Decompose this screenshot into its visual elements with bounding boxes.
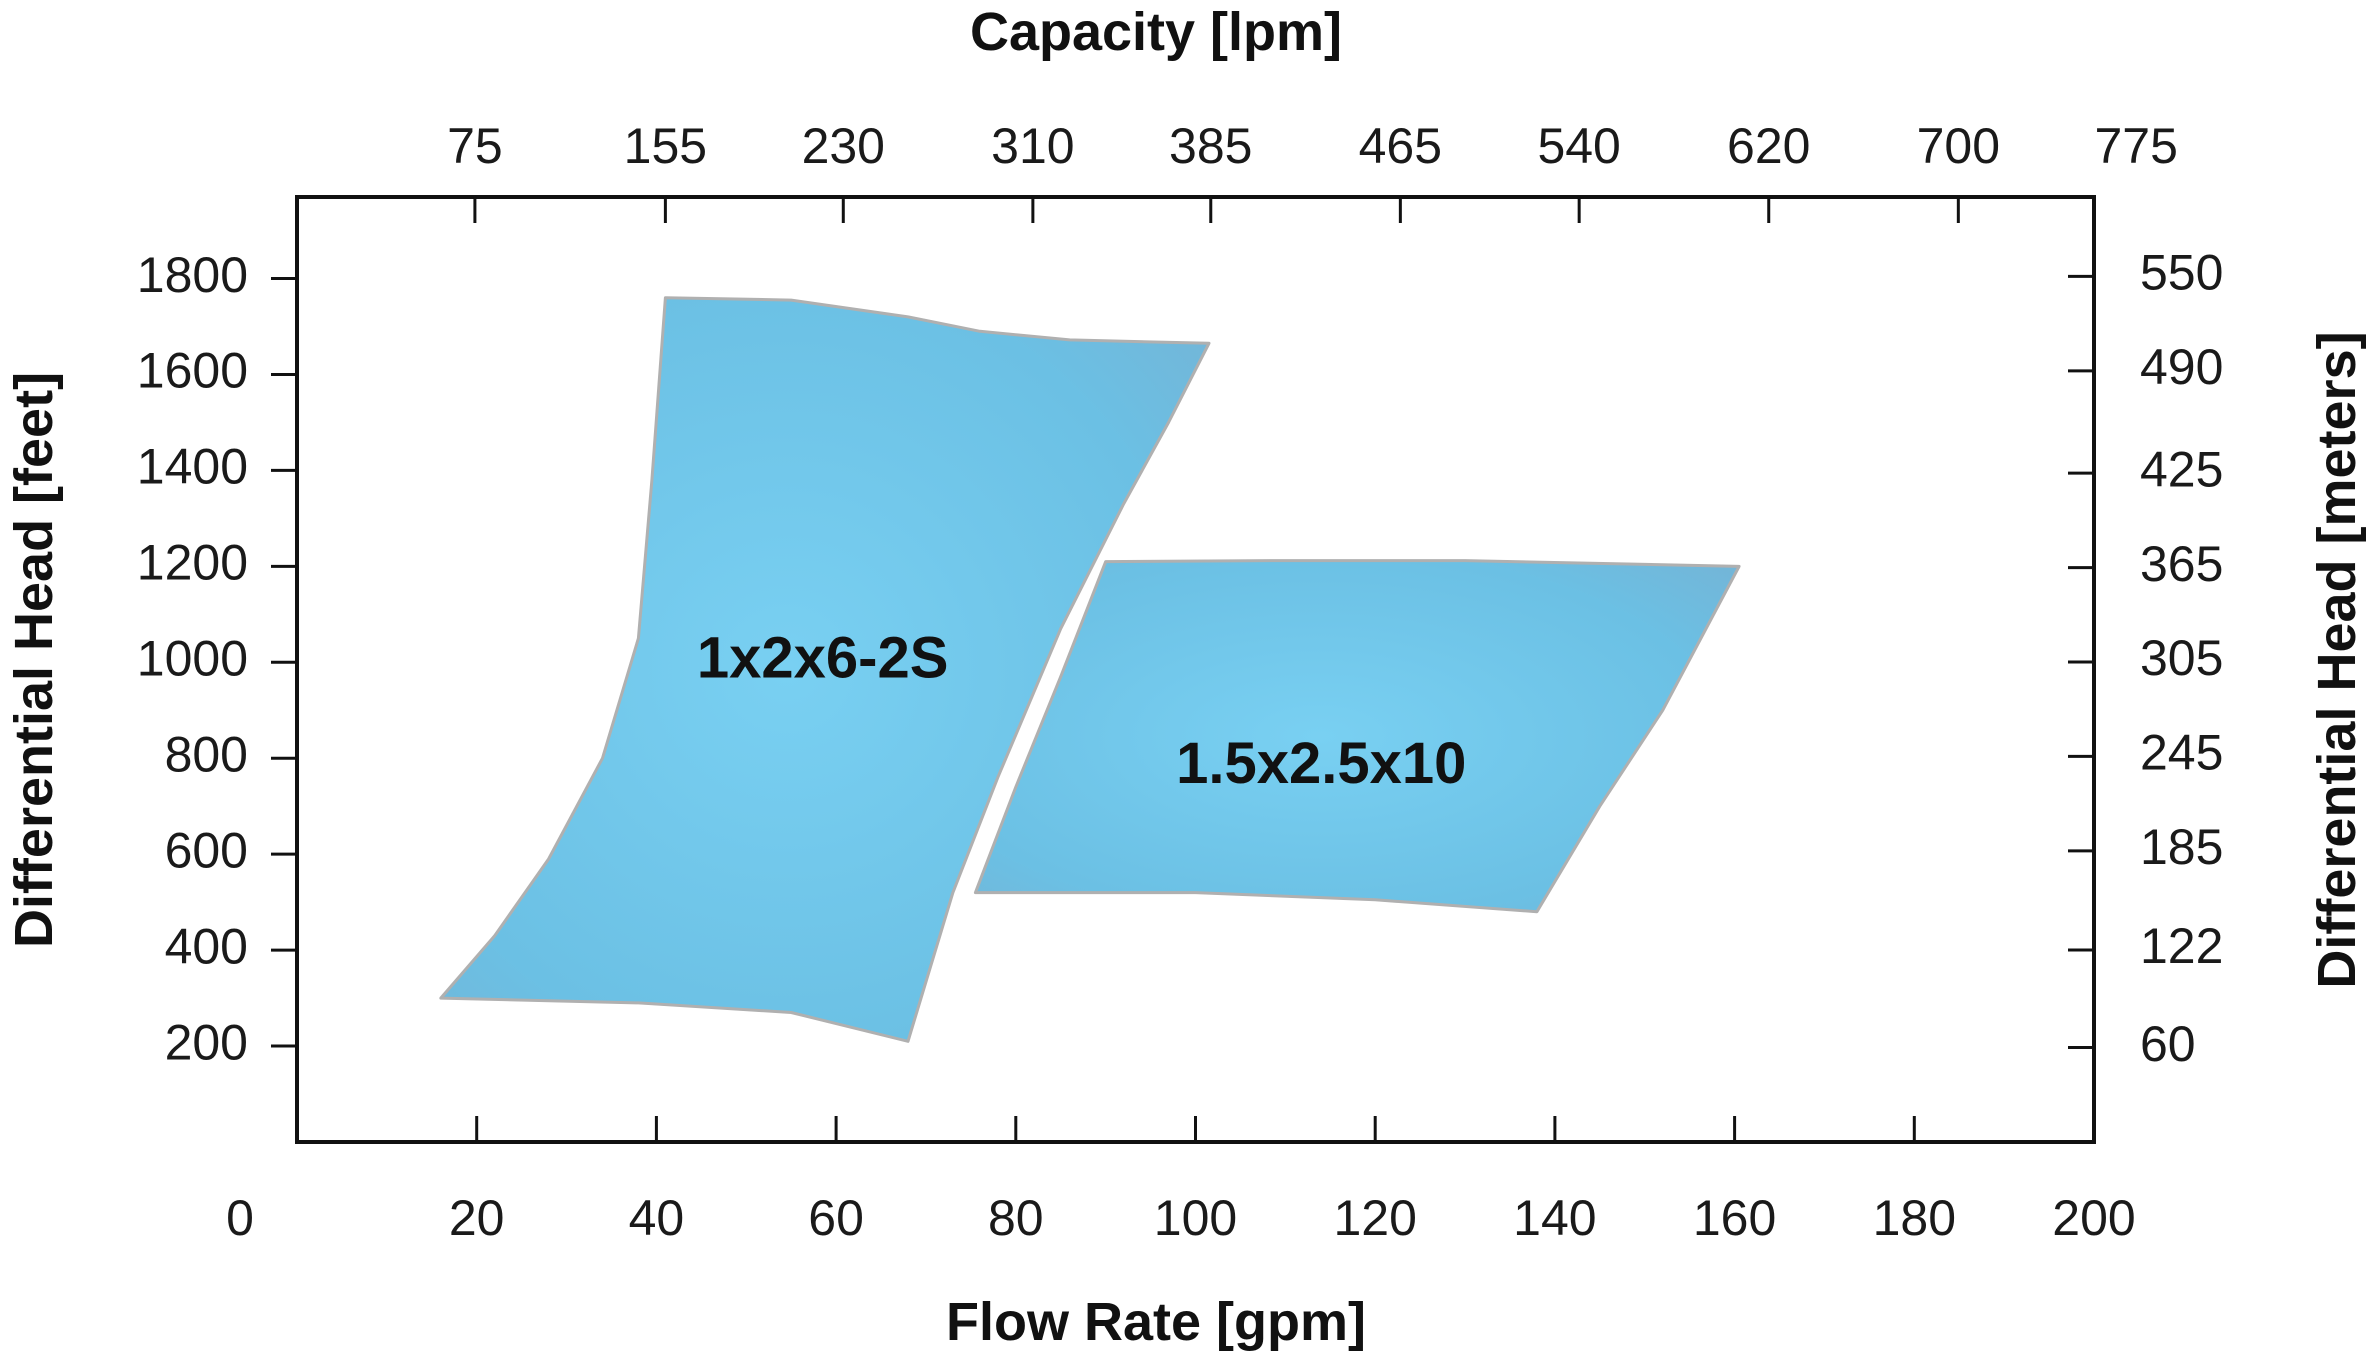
left-axis-title: Differential Head [feet] [4,372,64,948]
region-large-pump [973,559,1741,914]
top-tick-label: 465 [1359,118,1442,174]
right-tick-label: 365 [2140,536,2223,592]
x-tick-label: 180 [1873,1190,1956,1246]
axis-tick-labels: 0 20 40 60 80 100 120 140 160 180 200 75 155 230 310 38… [137,118,2224,1246]
y-tick-label: 400 [165,918,248,974]
x-tick-label: 200 [2052,1190,2135,1246]
x-tick-label: 20 [449,1190,505,1246]
top-tick-label: 700 [1917,118,2000,174]
x-tick-label: 120 [1333,1190,1416,1246]
right-axis-title: Differential Head [meters] [2307,331,2367,988]
x-tick-label: 60 [808,1190,864,1246]
right-tick-label: 245 [2140,725,2223,781]
right-tick-label: 490 [2140,339,2223,395]
right-tick-label: 60 [2140,1016,2196,1072]
right-tick-label: 550 [2140,245,2223,301]
top-tick-label: 385 [1169,118,1252,174]
x-tick-label: 80 [988,1190,1044,1246]
y-tick-label: 600 [165,822,248,878]
y-tick-label: 200 [165,1014,248,1070]
y-tick-label: 1600 [137,343,248,399]
region-label-1: 1.5x2.5x10 [1176,731,1466,796]
axis-ticks [271,197,2096,1142]
region-label-0: 1x2x6-2S [697,626,949,691]
x-axis-title: Flow Rate [gpm] [946,1292,1366,1352]
x-tick-label: 100 [1154,1190,1237,1246]
top-tick-label: 310 [991,118,1074,174]
y-tick-label: 1800 [137,247,248,303]
operating-regions [439,296,1741,1043]
y-tick-label: 1400 [137,439,248,495]
top-tick-label: 620 [1727,118,1810,174]
right-tick-label: 185 [2140,819,2223,875]
y-tick-label: 1000 [137,631,248,687]
y-tick-label: 800 [165,726,248,782]
top-tick-label: 230 [802,118,885,174]
top-axis-title: Capacity [lpm] [970,2,1342,62]
x-tick-label: 140 [1513,1190,1596,1246]
y-tick-label: 1200 [137,535,248,591]
right-tick-label: 122 [2140,918,2223,974]
x-tick-label: 160 [1693,1190,1776,1246]
top-tick-label: 75 [447,118,503,174]
region-small-pump [439,296,1211,1043]
right-tick-label: 425 [2140,441,2223,497]
top-tick-label: 155 [624,118,707,174]
top-tick-label: 540 [1537,118,1620,174]
top-tick-label: 775 [2095,118,2178,174]
right-tick-label: 305 [2140,630,2223,686]
x-tick-label: 40 [629,1190,685,1246]
x-tick-label: 0 [226,1190,254,1246]
